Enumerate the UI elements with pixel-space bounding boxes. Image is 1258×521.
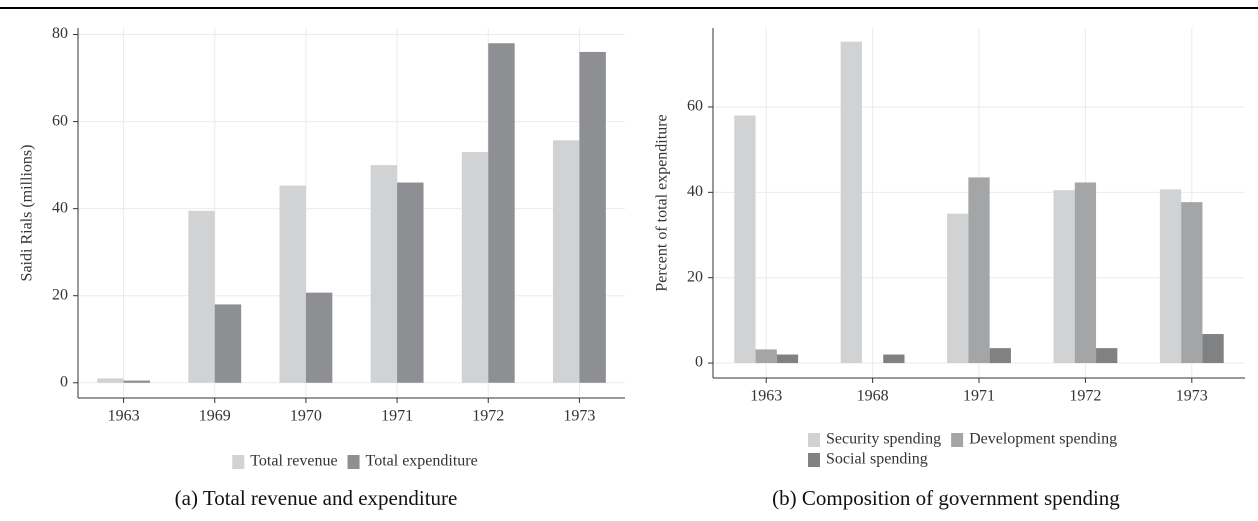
x-tick-label: 1973 xyxy=(563,408,595,425)
legend-swatch xyxy=(951,433,964,447)
y-tick-label: 40 xyxy=(687,183,703,200)
x-tick-label: 1972 xyxy=(1069,388,1101,405)
y-tick-label: 80 xyxy=(52,25,68,42)
y-tick-label: 60 xyxy=(52,112,68,129)
y-tick-label: 20 xyxy=(687,268,703,285)
legend-label: Security spending xyxy=(826,431,941,448)
bar xyxy=(1159,189,1182,364)
bar xyxy=(1181,202,1203,364)
y-tick-label: 0 xyxy=(695,354,703,371)
x-tick-label: 1971 xyxy=(963,388,995,405)
y-tick-label: 20 xyxy=(52,286,68,303)
legend-label: Development spending xyxy=(969,431,1117,448)
bar xyxy=(989,348,1011,364)
legend-swatch xyxy=(347,455,360,469)
x-tick-label: 1973 xyxy=(1176,388,1208,405)
bar xyxy=(214,304,242,383)
bar xyxy=(883,354,905,364)
legend-swatch xyxy=(808,433,820,447)
bar xyxy=(1096,348,1118,364)
caption: (b) Composition of government spending xyxy=(772,486,1120,510)
y-tick-label: 60 xyxy=(687,98,703,115)
bar xyxy=(188,210,215,383)
bar xyxy=(1053,190,1075,364)
y-tick-label: 0 xyxy=(60,373,68,390)
legend-label: Total expenditure xyxy=(366,453,478,470)
x-tick-label: 1968 xyxy=(857,388,889,405)
bar xyxy=(552,140,580,383)
bar xyxy=(279,185,306,383)
bar xyxy=(488,43,515,383)
x-tick-label: 1963 xyxy=(750,388,782,405)
bar xyxy=(947,213,969,364)
y-axis-label: Percent of total expenditure xyxy=(654,114,671,291)
y-axis-label: Saidi Rials (millions) xyxy=(19,145,36,282)
bar xyxy=(97,378,124,383)
bar xyxy=(968,177,990,364)
legend-label: Total revenue xyxy=(250,453,337,470)
x-tick-label: 1963 xyxy=(108,408,140,425)
bar xyxy=(579,51,606,383)
caption: (a) Total revenue and expenditure xyxy=(175,486,458,510)
bar xyxy=(370,165,398,383)
legend-swatch xyxy=(232,455,245,469)
bar xyxy=(1074,182,1097,364)
x-tick-label: 1972 xyxy=(472,408,504,425)
y-tick-label: 40 xyxy=(52,199,68,216)
x-tick-label: 1969 xyxy=(199,408,231,425)
bar xyxy=(776,354,799,364)
bar xyxy=(305,292,333,383)
bar xyxy=(397,182,424,383)
bar xyxy=(123,380,151,383)
legend-swatch xyxy=(808,453,820,467)
bar xyxy=(461,152,489,383)
x-tick-label: 1970 xyxy=(290,408,322,425)
bar xyxy=(755,349,777,364)
bar xyxy=(734,115,756,364)
bar xyxy=(840,41,862,364)
x-tick-label: 1971 xyxy=(381,408,413,425)
legend-label: Social spending xyxy=(826,451,928,468)
bar xyxy=(1202,334,1224,364)
